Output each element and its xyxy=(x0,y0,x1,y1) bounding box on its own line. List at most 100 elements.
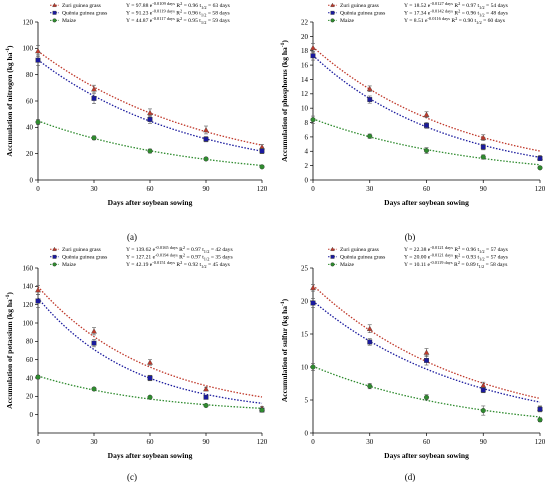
x-axis-label: Days after soybean sowing xyxy=(384,451,469,460)
y-axis-label: Accumulation of nitrogen (kg ha-1) xyxy=(5,45,14,157)
equation-part: Y = 139.62 e xyxy=(126,247,156,253)
equation-part: = 0.97 xyxy=(185,255,202,261)
x-tick-label: 0 xyxy=(311,438,315,446)
data-point xyxy=(91,135,97,141)
panel-label: (c) xyxy=(127,472,137,482)
equation-part: -0.0119 days xyxy=(430,260,453,265)
data-point xyxy=(147,359,153,365)
equation-part: = 0.96 xyxy=(460,11,477,17)
fit-curve xyxy=(312,46,541,152)
equation-part: 1/2 xyxy=(201,20,207,25)
equation-part: R xyxy=(176,3,180,9)
y-axis-unit-exponent: -1 xyxy=(280,301,286,306)
fit-curve xyxy=(37,375,263,409)
y-axis-unit-exponent: -1 xyxy=(280,42,286,47)
legend-entry-1: Zuri guinea grass Y = 97.88 e-0.0109 days… xyxy=(50,1,230,10)
equation-part: = 63 days xyxy=(207,3,230,9)
data-point xyxy=(310,300,316,306)
legend-entry-2: Quênia guinea grass Y = 20.00 e-0.0121 da… xyxy=(328,252,508,261)
data-point xyxy=(35,47,41,54)
equation-part: Y = 20.00 e xyxy=(404,255,431,261)
y-axis-unit-exponent: -1 xyxy=(5,48,11,53)
y-tick-label: 0 xyxy=(305,176,309,184)
data-point xyxy=(259,407,265,413)
equation-part: Y = 97.88 e xyxy=(126,3,153,9)
y-tick-label: 0 xyxy=(305,429,309,437)
legend-entry-3: Maize Y = 8.51 e-0.0116 days R2 = 0.90 t1… xyxy=(328,16,505,25)
y-tick-label: 16 xyxy=(301,61,309,69)
fit-curve xyxy=(312,284,541,400)
equation-part: = 60 days xyxy=(482,18,505,24)
fit-equation: Y = 18.52 e-0.0127 days R2 = 0.97 t1/2 =… xyxy=(404,1,508,10)
equation-part: Y = 22.38 e xyxy=(404,247,431,253)
equation-part: Y = 10.11 e xyxy=(404,262,431,268)
x-tick-label: 30 xyxy=(366,438,374,446)
equation-part: t xyxy=(202,247,204,253)
legend-marker xyxy=(330,2,335,8)
y-axis-label: Accumulation of sulfur (kg ha-1) xyxy=(280,298,289,402)
y-tick-label: 40 xyxy=(26,124,34,132)
data-point xyxy=(259,164,265,170)
x-tick-label: 30 xyxy=(366,185,374,193)
fit-curve xyxy=(37,120,263,167)
legend-label: Maize xyxy=(62,262,76,268)
equation-part: 2 xyxy=(458,260,460,265)
equation-part: t xyxy=(199,3,201,9)
panel-label: (d) xyxy=(405,472,416,482)
fit-equation: Y = 22.38 e-0.0121 days R2 = 0.96 t1/2 =… xyxy=(404,245,508,254)
equation-part: -0.0151 days xyxy=(152,260,175,265)
y-tick-label: 10 xyxy=(301,105,309,113)
data-point xyxy=(91,86,97,92)
y-tick-label: 0 xyxy=(30,176,34,184)
data-point xyxy=(35,374,41,380)
y-tick-label: 140 xyxy=(23,283,34,291)
data-point xyxy=(91,340,97,346)
equation-part: R xyxy=(176,11,180,17)
equation-part: 1/2 xyxy=(201,264,207,269)
series-2 xyxy=(35,54,265,154)
data-point xyxy=(310,53,316,59)
x-tick-label: 30 xyxy=(91,185,99,193)
y-tick-label: 10 xyxy=(301,363,309,371)
equation-part: -0.0119 days xyxy=(152,8,175,13)
y-tick-label: 22 xyxy=(301,18,309,26)
data-point xyxy=(203,126,209,133)
equation-part: = 0.96 xyxy=(460,247,477,253)
equation-part: 1/2 xyxy=(204,249,210,254)
legend-entry-2: Quênia guinea grass Y = 91.23 e-0.0119 da… xyxy=(50,8,230,17)
legend-marker xyxy=(52,2,57,8)
y-tick-label: 20 xyxy=(26,150,34,158)
x-tick-label: 60 xyxy=(147,438,155,446)
fit-curve xyxy=(37,297,263,404)
equation-part: = 45 days xyxy=(207,262,230,268)
data-point xyxy=(367,133,373,139)
equation-part: R xyxy=(454,11,458,17)
fit-curve xyxy=(312,365,541,418)
y-tick-label: 6 xyxy=(305,133,309,141)
equation-part: 2 xyxy=(183,252,185,257)
equation-part: -0.0194 days xyxy=(155,252,178,257)
equation-part: R xyxy=(454,3,458,9)
data-point xyxy=(310,284,316,291)
x-tick-label: 60 xyxy=(147,185,155,193)
legend-label: Quênia guinea grass xyxy=(340,11,385,17)
equation-part: R xyxy=(176,262,180,268)
equation-part: 1/2 xyxy=(201,12,207,17)
fit-equation: Y = 97.88 e-0.0109 days R2 = 0.96 t1/2 =… xyxy=(126,1,230,10)
equation-part: 2 xyxy=(455,16,457,21)
series-1 xyxy=(310,284,543,412)
equation-part: t xyxy=(474,18,476,24)
y-tick-label: 20 xyxy=(26,393,34,401)
y-tick-label: 25 xyxy=(301,264,309,272)
equation-part: t xyxy=(199,262,201,268)
x-tick-label: 0 xyxy=(36,438,40,446)
series-3 xyxy=(310,363,543,423)
equation-part: Y = 44.87 e xyxy=(126,18,153,24)
equation-part: = 0.96 xyxy=(182,11,199,17)
data-point xyxy=(35,286,41,293)
equation-part: 2 xyxy=(458,8,460,13)
data-point xyxy=(480,382,487,388)
data-point xyxy=(423,148,430,154)
legend-label: Zuri guinea grass xyxy=(340,3,379,9)
